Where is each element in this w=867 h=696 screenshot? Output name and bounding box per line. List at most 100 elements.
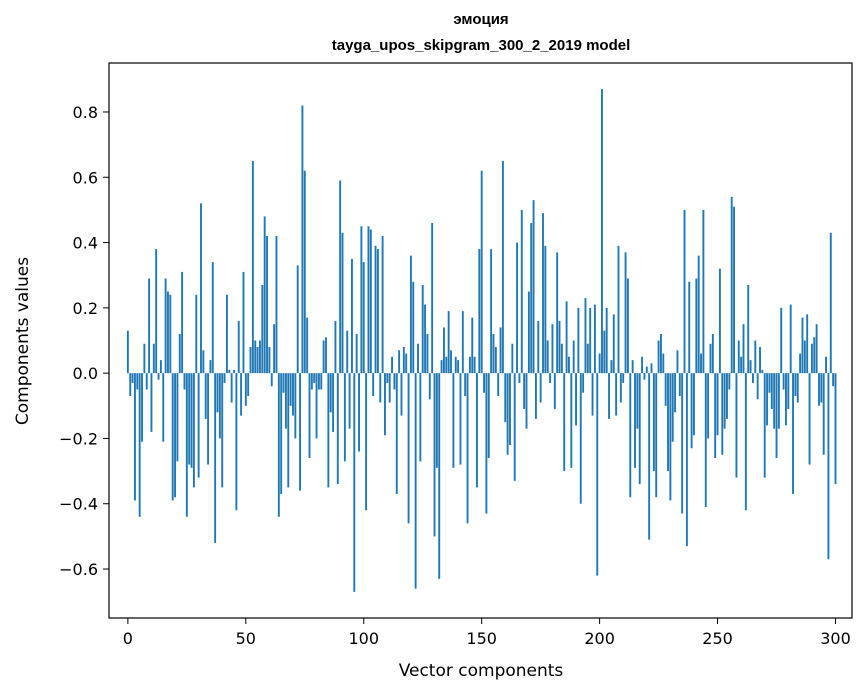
x-tick-label: 250 <box>702 629 733 648</box>
bar-126 <box>424 304 427 374</box>
bar-102 <box>367 226 370 374</box>
bar-142 <box>461 311 464 374</box>
bar-107 <box>379 373 382 403</box>
y-tick-label: −0.4 <box>59 495 98 514</box>
bar-71 <box>294 373 297 439</box>
bar-265 <box>751 373 754 383</box>
bar-263 <box>747 285 750 374</box>
bar-153 <box>487 373 490 459</box>
bar-140 <box>457 360 460 374</box>
bar-33 <box>204 373 207 419</box>
bar-78 <box>310 373 313 390</box>
bar-268 <box>759 347 761 374</box>
bar-161 <box>506 373 509 455</box>
bar-55 <box>256 347 259 374</box>
bar-256 <box>730 196 733 374</box>
bar-178 <box>546 340 549 374</box>
bar-28 <box>192 373 195 488</box>
bar-213 <box>629 373 632 498</box>
bar-191 <box>577 307 580 374</box>
bar-147 <box>473 356 476 374</box>
bar-296 <box>825 356 827 374</box>
bar-93 <box>346 330 349 374</box>
bar-174 <box>537 320 540 374</box>
bar-156 <box>494 347 497 374</box>
bar-94 <box>348 373 351 429</box>
bar-36 <box>211 262 214 374</box>
bar-172 <box>532 200 535 374</box>
bar-97 <box>355 333 358 374</box>
bar-26 <box>188 373 191 465</box>
bar-45 <box>233 369 235 374</box>
bar-19 <box>171 373 174 501</box>
bar-72 <box>296 265 299 374</box>
bar-23 <box>181 271 184 374</box>
bar-294 <box>820 373 823 403</box>
bar-43 <box>228 369 231 374</box>
bar-203 <box>605 307 608 374</box>
bar-229 <box>667 373 669 472</box>
bar-103 <box>369 229 372 374</box>
bar-190 <box>575 373 577 426</box>
bar-212 <box>626 278 629 374</box>
bar-285 <box>799 353 802 374</box>
bar-253 <box>723 373 726 429</box>
y-tick-label: −0.6 <box>59 560 98 579</box>
bar-246 <box>707 373 710 439</box>
bar-32 <box>202 350 205 374</box>
y-tick-label: 0.6 <box>73 168 98 187</box>
bar-238 <box>688 281 691 374</box>
bar-21 <box>176 373 179 462</box>
bar-243 <box>700 353 702 374</box>
bar-121 <box>412 281 415 374</box>
bar-293 <box>818 373 820 406</box>
bar-192 <box>579 373 582 504</box>
bar-75 <box>303 170 306 374</box>
x-tick-label: 0 <box>123 629 133 648</box>
bar-95 <box>351 258 353 374</box>
bar-89 <box>336 373 339 485</box>
y-tick-label: 0.2 <box>73 299 98 318</box>
bar-144 <box>466 373 469 524</box>
bar-30 <box>197 373 200 478</box>
bar-65 <box>280 373 283 494</box>
bar-260 <box>740 356 743 374</box>
bar-166 <box>518 373 521 383</box>
bar-299 <box>832 373 835 387</box>
y-tick-label: 0.4 <box>73 234 98 253</box>
bar-300 <box>834 373 837 485</box>
bar-120 <box>409 255 412 374</box>
bar-211 <box>624 252 627 374</box>
bar-198 <box>593 304 596 374</box>
bar-237 <box>685 373 688 547</box>
x-tick-label: 50 <box>236 629 256 648</box>
bar-139 <box>454 356 457 374</box>
bar-76 <box>306 317 309 374</box>
bar-70 <box>292 373 294 416</box>
bar-73 <box>299 373 301 491</box>
bar-105 <box>374 245 377 374</box>
bar-118 <box>405 353 408 374</box>
bar-250 <box>716 373 719 436</box>
bar-298 <box>829 232 832 374</box>
bar-112 <box>391 356 393 374</box>
bar-146 <box>471 317 474 374</box>
bar-249 <box>714 373 717 459</box>
bar-218 <box>641 356 644 374</box>
bar-170 <box>527 291 530 374</box>
bar-131 <box>435 373 438 468</box>
bar-221 <box>648 373 651 540</box>
bar-266 <box>754 340 757 374</box>
bar-204 <box>608 373 610 419</box>
bar-15 <box>162 373 165 442</box>
bar-148 <box>476 373 478 488</box>
bar-84 <box>325 337 327 374</box>
x-tick-label: 300 <box>820 629 851 648</box>
bar-205 <box>610 360 613 374</box>
bar-135 <box>445 356 448 374</box>
bar-58 <box>263 216 266 374</box>
bar-288 <box>806 314 809 374</box>
bar-254 <box>726 373 728 419</box>
bar-245 <box>704 373 707 507</box>
bar-206 <box>612 314 615 374</box>
